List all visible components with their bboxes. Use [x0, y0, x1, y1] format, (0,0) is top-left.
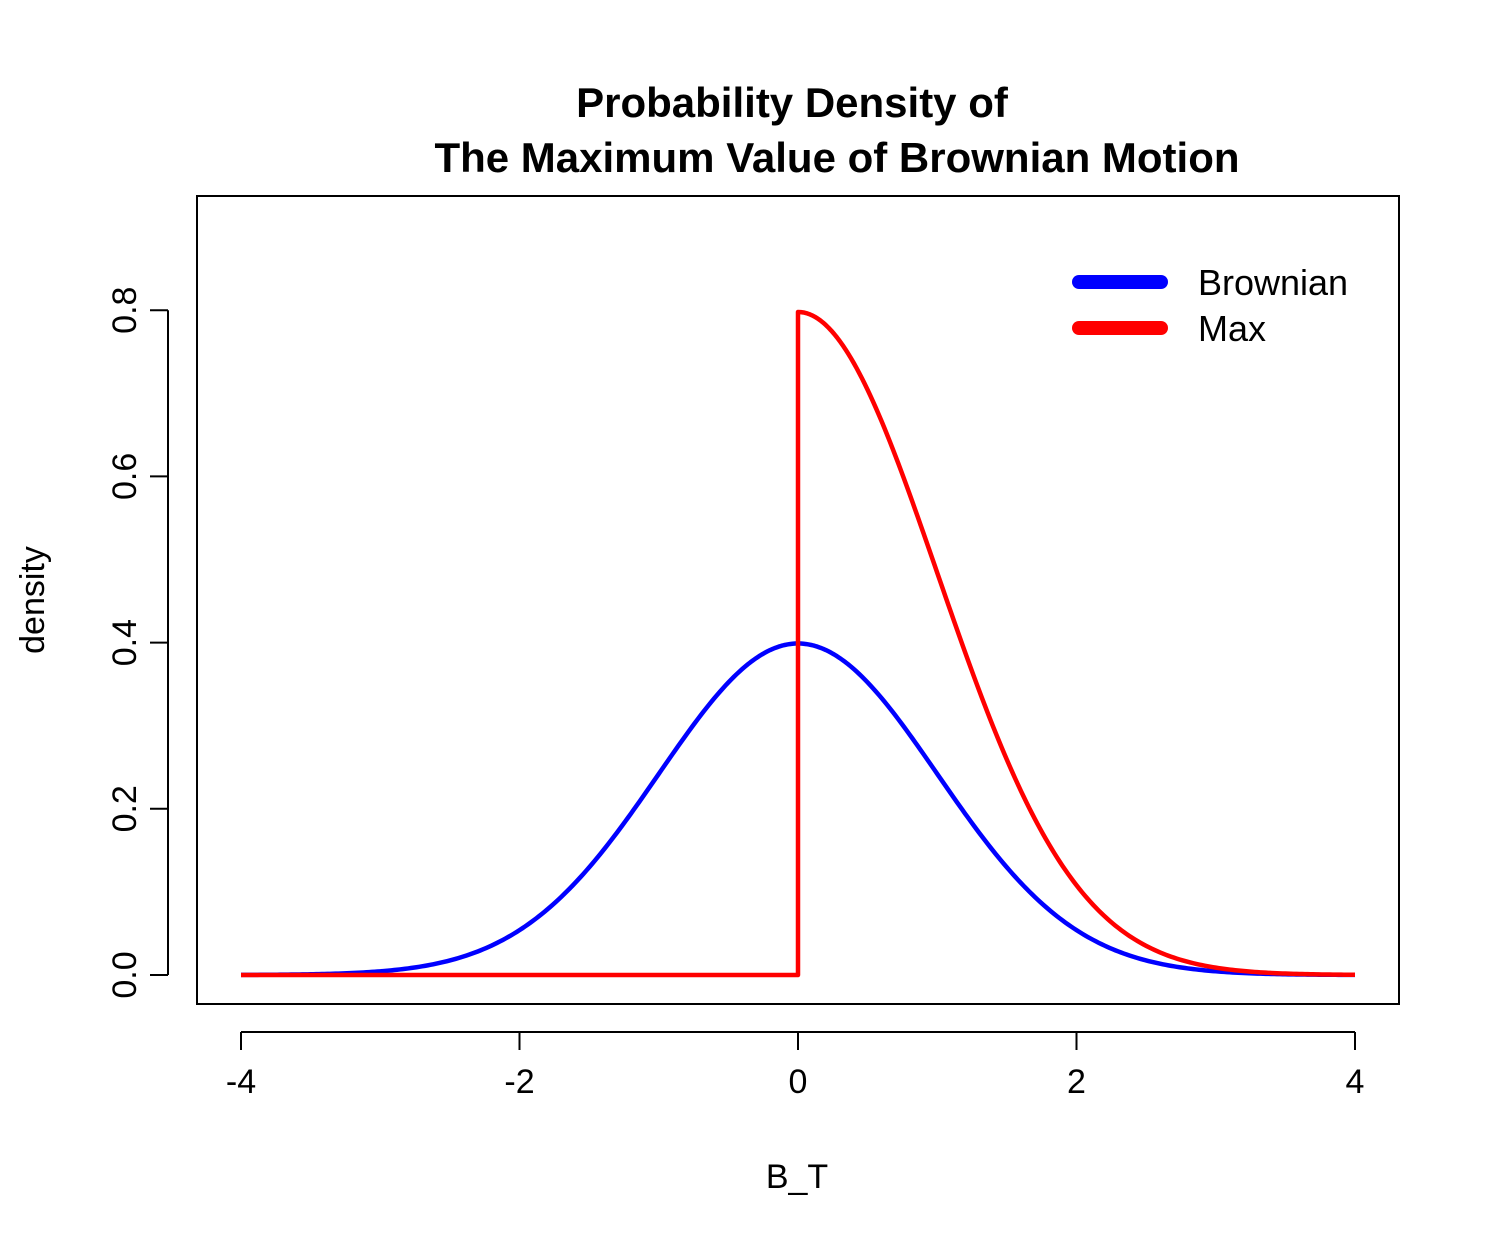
y-axis-label: density — [14, 546, 52, 654]
x-tick-label: 2 — [1067, 1063, 1086, 1101]
series-line-max — [241, 309, 1356, 978]
y-tick-label: 0.4 — [106, 619, 144, 666]
x-tick-label: -2 — [504, 1063, 534, 1101]
legend-label: Max — [1198, 308, 1266, 349]
chart-title-line1: Probability Density of — [576, 79, 1009, 126]
x-axis: -4 -2 0 2 4 — [226, 1031, 1365, 1101]
y-tick-label: 0.8 — [106, 287, 144, 334]
y-tick-label: 0.0 — [106, 951, 144, 998]
plot-frame — [196, 195, 1400, 1005]
x-tick-label: -4 — [226, 1063, 256, 1101]
x-tick-label: 4 — [1346, 1063, 1365, 1101]
x-axis-label: B_T — [766, 1158, 828, 1196]
chart-title-line2: The Maximum Value of Brownian Motion — [434, 134, 1239, 181]
x-tick-label: 0 — [789, 1063, 808, 1101]
legend: Brownian Max — [1072, 262, 1348, 349]
y-tick-label: 0.2 — [106, 785, 144, 832]
y-tick-label: 0.6 — [106, 453, 144, 500]
y-axis: 0.0 0.2 0.4 0.6 0.8 — [106, 287, 169, 999]
legend-label: Brownian — [1198, 262, 1348, 303]
series-layer — [240, 309, 1356, 978]
